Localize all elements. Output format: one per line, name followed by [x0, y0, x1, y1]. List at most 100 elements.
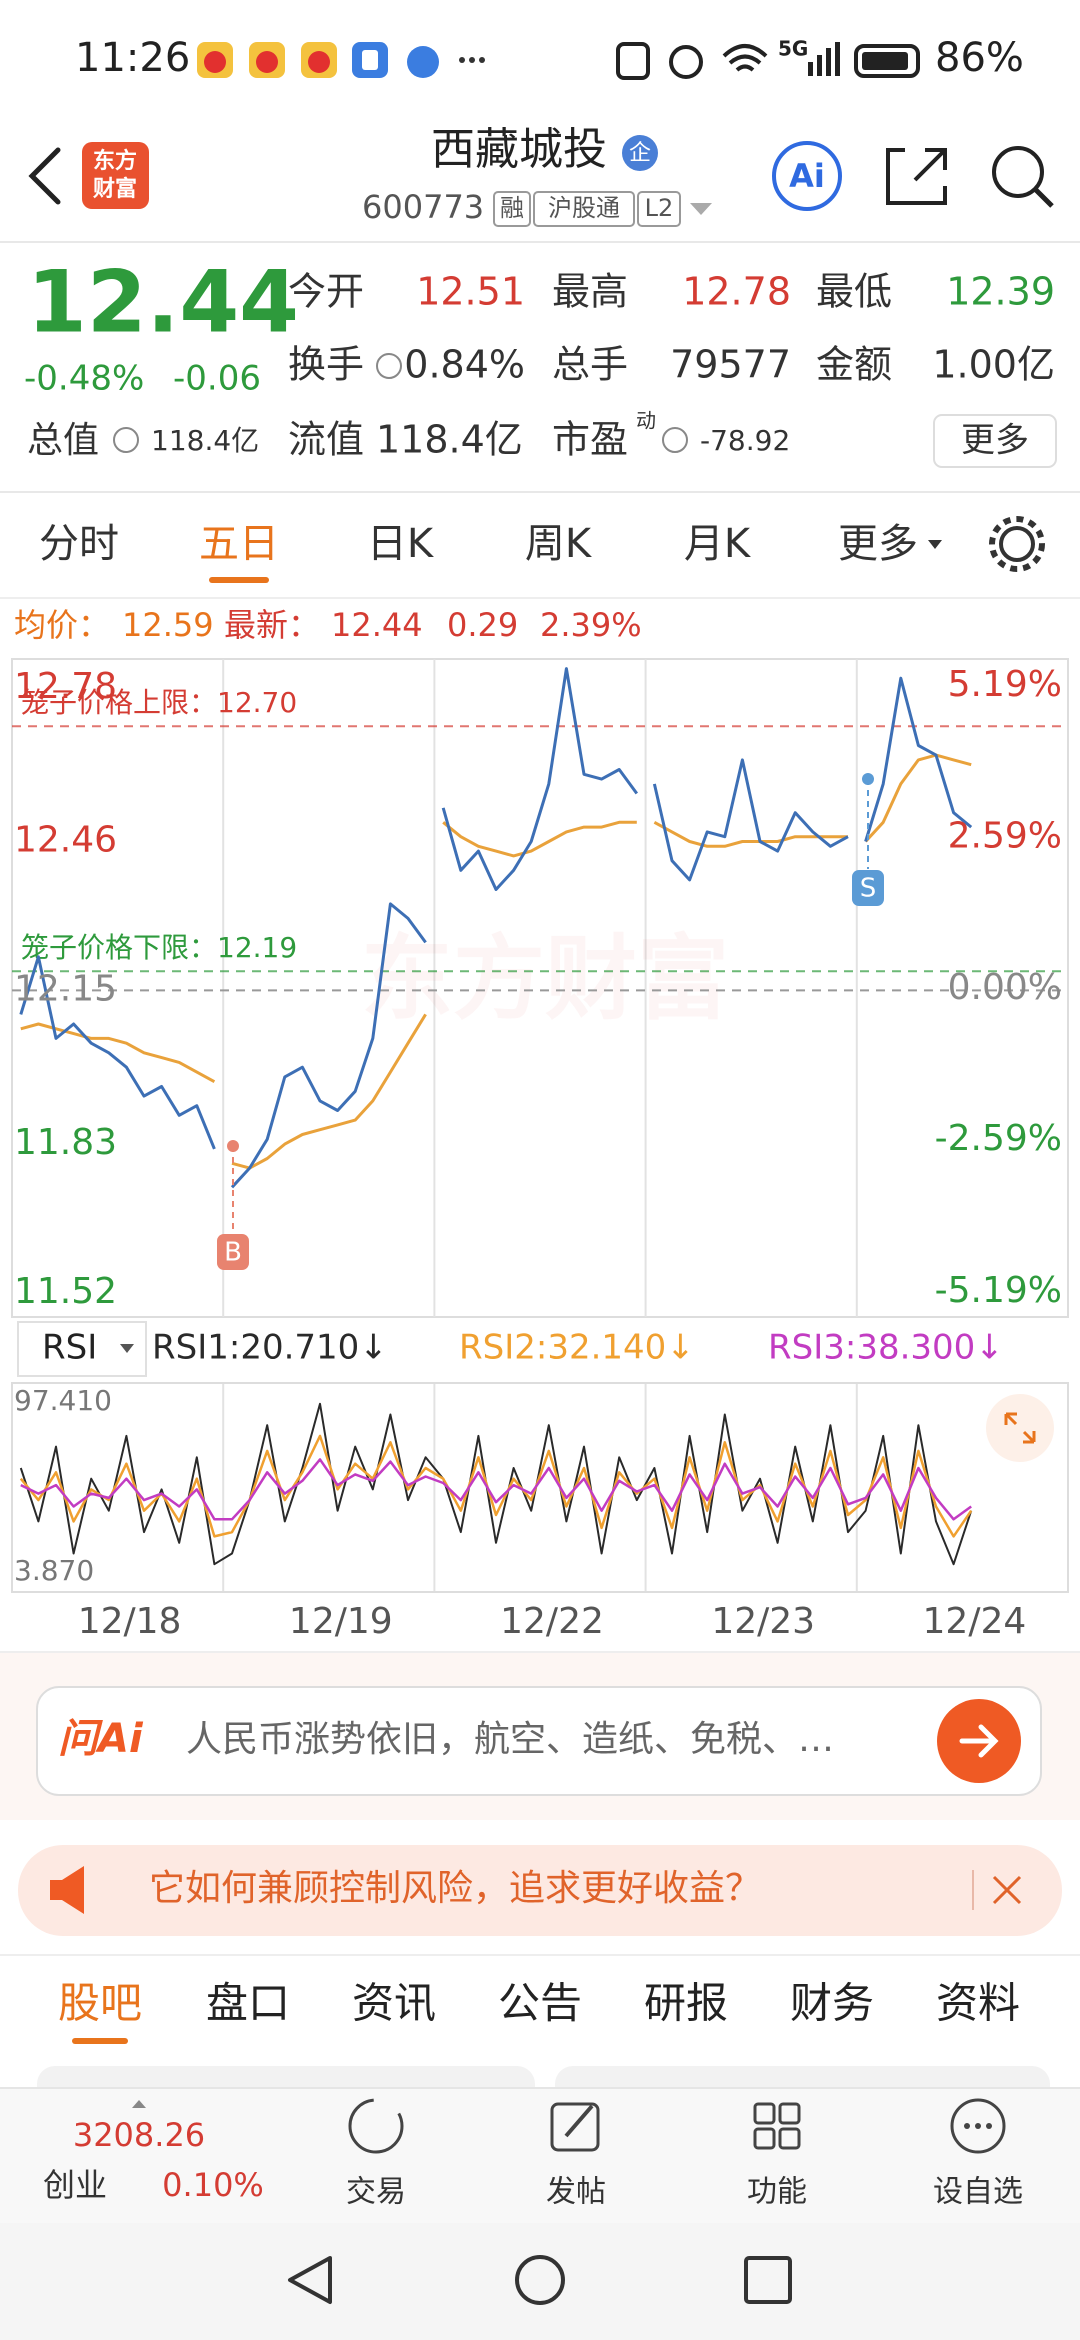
ai-button[interactable] [772, 141, 842, 211]
rsi-line [19, 1434, 973, 1538]
field-label: 总手 [552, 343, 628, 387]
trade-markers: B S [217, 773, 884, 1270]
limit-name: 笼子价格上限： [21, 686, 217, 719]
nav-item[interactable]: 功能 [747, 2175, 807, 2210]
info-icon[interactable] [376, 353, 402, 379]
nav-item[interactable]: 交易 [346, 2175, 406, 2210]
y2-tick-label: -5.19% [935, 1270, 1062, 1311]
section-tab[interactable]: 资料 [936, 1979, 1020, 2028]
field-value: 79577 [670, 343, 791, 387]
info-icon[interactable] [662, 427, 688, 453]
marker-box[interactable] [217, 1234, 249, 1270]
price-line [652, 758, 849, 882]
rsi-chart: RSI1:20.710↓ RSI2:32.140↓ RSI3:38.300↓ 97.4… [14, 1328, 1026, 1643]
app-icon [308, 51, 330, 73]
marker-dot [227, 1140, 239, 1152]
index-arrow [132, 2100, 146, 2108]
y-tick-label: 3.870 [14, 1554, 94, 1587]
app-icon [204, 51, 226, 73]
app-icon [407, 46, 439, 78]
quote: 12.44 -0.48% -0.06 今开 12.51 最高 12.78 最低 … [24, 252, 1057, 468]
y-tick-label: 11.83 [14, 1122, 117, 1163]
signal-bar [826, 48, 831, 76]
field-value: 12.39 [946, 270, 1055, 314]
tab[interactable]: 月K [684, 521, 752, 567]
tab-underline [72, 2038, 128, 2044]
function-icon [753, 2102, 776, 2125]
y-tick-label: 12.46 [14, 820, 117, 861]
tab[interactable]: 更多 [838, 521, 918, 567]
field-label: 最高 [552, 270, 628, 314]
tab[interactable]: 分时 [39, 521, 119, 567]
battery-text: 86% [935, 35, 1024, 81]
tab-active[interactable]: 五日 [199, 521, 279, 567]
section-tab[interactable]: 财务 [790, 1979, 874, 2028]
y2-tick-label: 2.59% [948, 816, 1062, 857]
section-tab[interactable]: 资讯 [352, 1979, 436, 2028]
latest-change: 0.29 [447, 606, 518, 644]
rsi-line [19, 1402, 973, 1566]
battery-level [862, 52, 908, 70]
tab-underline [209, 577, 269, 583]
field-label: 金额 [816, 343, 892, 387]
promo-banner[interactable] [18, 1845, 1062, 1936]
avg-label: 均价： [14, 606, 110, 644]
nav-item[interactable]: 设自选 [933, 2175, 1023, 2210]
system-back[interactable] [288, 2256, 332, 2304]
legend-entry: RSI1:20.710↓ [152, 1328, 388, 1368]
expand-button[interactable] [986, 1394, 1054, 1462]
more-dot [459, 57, 465, 63]
section-tabs: 股吧 盘口 资讯 公告 研报 财务 资料 [58, 1979, 1020, 2044]
section-tab[interactable]: 盘口 [206, 1979, 290, 2028]
tag: 沪股通 [548, 194, 620, 222]
legend-entry: RSI2:32.140↓ [459, 1328, 695, 1368]
x-tick-label: 12/18 [78, 1601, 182, 1642]
tag-box [493, 191, 531, 227]
marker-box[interactable] [852, 870, 884, 906]
field-label: 最低 [816, 270, 892, 314]
tab[interactable]: 周K [525, 521, 593, 567]
limit-value: 12.70 [217, 686, 297, 719]
ai-input[interactable] [36, 1686, 1042, 1796]
avg-value: 12.59 [122, 606, 214, 644]
y2-tick-label: -2.59% [935, 1118, 1062, 1159]
section-tab[interactable]: 研报 [644, 1979, 728, 2028]
more-button[interactable] [933, 414, 1057, 468]
day-separators [222, 659, 858, 1592]
search-button[interactable] [992, 146, 1044, 198]
x-tick-label: 12/24 [923, 1601, 1027, 1642]
stock-code: 600773 [362, 188, 484, 226]
function-icon [778, 2127, 801, 2150]
arrow-icon [959, 1724, 999, 1758]
watermark: 东方财富 [361, 925, 729, 1032]
y-tick-label: 12.78 [14, 666, 117, 707]
close-button[interactable] [992, 1875, 1022, 1905]
dropdown-arrow[interactable] [690, 203, 712, 215]
system-recents[interactable] [744, 2256, 792, 2304]
settings-button[interactable] [999, 526, 1035, 562]
nav-item[interactable]: 发帖 [546, 2175, 606, 2210]
section-tab[interactable]: 公告 [498, 1979, 582, 2028]
promo-text: 它如何兼顾控制风险，追求更好收益？ [149, 1868, 761, 1909]
expand-icon [1004, 1412, 1036, 1444]
y2-tick-label: 5.19% [948, 664, 1062, 705]
megaphone-icon [50, 1866, 84, 1914]
info-icon[interactable] [113, 427, 139, 453]
back-button[interactable] [28, 147, 61, 205]
limit-name: 笼子价格下限： [21, 931, 217, 964]
header: 东方 财富 西藏城投 企 600773 融 沪股通 L2 Ai [28, 124, 1054, 227]
chart-tabs: 分时 五日 日K 周K 月K 更多 [39, 516, 1045, 583]
field-value: 118.4亿 [376, 418, 523, 462]
y-tick-label: 97.410 [14, 1384, 112, 1417]
share-button[interactable] [886, 148, 947, 205]
index-value[interactable]: 3208.26 [73, 2116, 205, 2154]
logo-text: 财富 [93, 176, 137, 202]
info-row: 均价： 12.59 最新： 12.44 0.29 2.39% [14, 606, 642, 644]
system-home[interactable] [515, 2255, 565, 2305]
section-tab-active[interactable]: 股吧 [58, 1979, 142, 2028]
tab[interactable]: 日K [367, 521, 435, 567]
sell-marker: S [860, 874, 877, 904]
index-change: 0.10% [162, 2166, 264, 2204]
dropdown-arrow [120, 1344, 134, 1353]
